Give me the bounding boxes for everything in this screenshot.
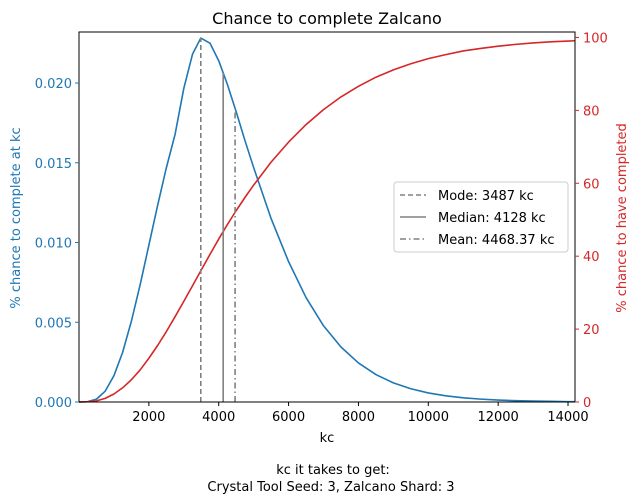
y-right-tick-label: 100	[583, 31, 608, 46]
y-left-tick-label: 0.005	[35, 316, 72, 331]
y-axis-left: 0.000 0.005 0.010 0.015 0.020	[35, 77, 79, 411]
chart-title: Chance to complete Zalcano	[212, 9, 442, 28]
x-axis: 2000 4000 6000 8000 10000 12000 14000	[132, 402, 589, 425]
y-left-tick-label: 0.000	[35, 396, 72, 411]
legend-mode-label: Mode: 3487 kc	[438, 189, 534, 204]
x-tick-label: 6000	[272, 410, 305, 425]
x-tick-label: 12000	[477, 410, 518, 425]
plot-area	[78, 31, 576, 403]
y-axis-left-label: % chance to complete at kc	[9, 127, 24, 308]
legend: Mode: 3487 kc Median: 4128 kc Mean: 4468.3…	[393, 181, 569, 253]
x-tick-label: 10000	[408, 410, 449, 425]
x-tick-label: 14000	[547, 410, 588, 425]
x-tick-label: 4000	[202, 410, 235, 425]
y-right-tick-label: 60	[583, 177, 600, 192]
x-tick-label: 2000	[132, 410, 165, 425]
legend-box	[393, 181, 569, 253]
y-right-tick-label: 20	[583, 323, 600, 338]
legend-median-label: Median: 4128 kc	[438, 211, 546, 226]
y-left-tick-label: 0.020	[35, 77, 72, 92]
plot-frame	[78, 31, 576, 403]
y-left-tick-label: 0.015	[35, 157, 72, 172]
y-left-tick-label: 0.010	[35, 237, 72, 252]
y-right-tick-label: 80	[583, 104, 600, 119]
cumulative-completion-line	[78, 39, 576, 403]
y-right-tick-label: 0	[583, 396, 591, 411]
legend-mean-label: Mean: 4468.37 kc	[438, 233, 555, 248]
footer-line-2: Crystal Tool Seed: 3, Zalcano Shard: 3	[207, 480, 454, 495]
completion-probability-line	[78, 37, 575, 403]
x-tick-label: 8000	[342, 410, 375, 425]
x-axis-label: kc	[320, 431, 335, 446]
y-right-tick-label: 40	[583, 250, 600, 265]
y-axis-right: 0 20 40 60 80 100	[575, 31, 608, 411]
y-axis-right-label: % chance to have completed	[615, 123, 630, 313]
footer-line-1: kc it takes to get:	[276, 463, 390, 478]
